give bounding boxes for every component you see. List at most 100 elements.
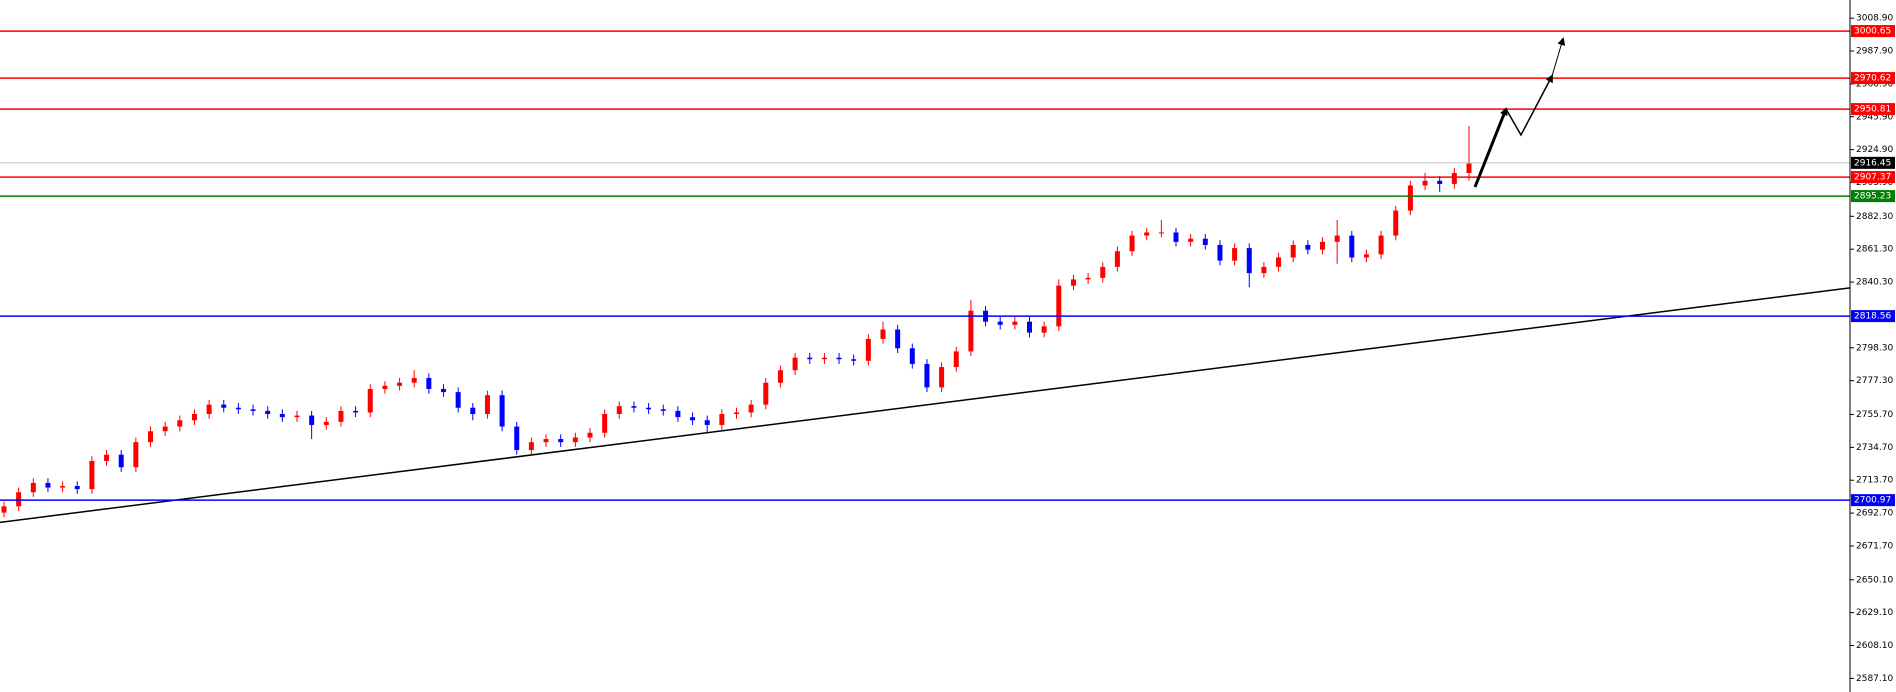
candle-body	[748, 404, 754, 413]
candle-body	[1114, 251, 1120, 267]
arrow	[1473, 107, 1508, 188]
price-label-box	[1851, 310, 1895, 323]
price-label: 2895.23	[1854, 192, 1891, 202]
candle-body	[514, 426, 520, 451]
y-tick-label: 2840.30	[1856, 278, 1893, 288]
projection-arrows	[1473, 37, 1566, 188]
candle-body	[1056, 285, 1062, 327]
y-tick-label: 2777.30	[1856, 376, 1893, 386]
candle-body	[441, 388, 446, 393]
candle-body	[470, 407, 476, 415]
y-tick-label: 2966.90	[1856, 79, 1893, 89]
candle-body	[1378, 235, 1384, 255]
y-tick-label: 2713.70	[1856, 476, 1893, 486]
candle-body	[675, 410, 681, 418]
candle-body	[16, 492, 22, 507]
candle-body	[148, 431, 153, 443]
candle-body	[528, 442, 534, 451]
trend-line	[0, 287, 1851, 524]
candle-body	[367, 388, 373, 413]
candle-body	[851, 359, 857, 361]
candle-body	[1451, 172, 1457, 184]
candle-body	[1290, 244, 1296, 258]
plot: 3008.902987.902966.902945.902924.902903.…	[0, 14, 1895, 684]
candle-body	[1422, 180, 1428, 186]
price-label-box	[1851, 171, 1895, 184]
candle-body	[719, 414, 725, 425]
candle-body	[631, 406, 637, 408]
candle-body	[572, 437, 578, 443]
candle-body	[968, 310, 974, 352]
candle-body	[1027, 321, 1032, 333]
candle-body	[602, 414, 608, 433]
candle-body	[1188, 238, 1194, 242]
candle-body	[909, 348, 915, 364]
candle-body	[323, 421, 329, 425]
candle-body	[939, 367, 945, 388]
candle-body	[1393, 210, 1399, 236]
candle-body	[30, 482, 36, 493]
price-label: 2916.45	[1854, 158, 1891, 168]
y-tick-label: 2692.70	[1856, 509, 1893, 519]
candle-body	[1202, 238, 1208, 245]
candle-body	[250, 409, 256, 411]
candle-body	[1334, 235, 1340, 242]
candle-body	[1, 506, 7, 513]
price-label: 2818.56	[1854, 312, 1891, 322]
candle-body	[690, 417, 696, 421]
candle-body	[279, 414, 285, 418]
candle-body	[1100, 266, 1106, 278]
y-tick-label: 2882.30	[1856, 212, 1893, 222]
y-tick-label: 2650.10	[1856, 575, 1893, 585]
candle-body	[616, 406, 622, 415]
candle-body	[1085, 277, 1091, 280]
candle-body	[397, 382, 403, 386]
candle-body	[309, 415, 315, 425]
candle-body	[1466, 163, 1472, 173]
candle-body	[45, 482, 51, 488]
arrow	[1505, 74, 1553, 137]
y-tick-label: 2755.70	[1856, 410, 1893, 420]
candle-body	[587, 432, 593, 438]
candle-body	[426, 378, 432, 389]
candle-body	[895, 329, 901, 349]
price-label-box	[1851, 25, 1895, 38]
candle-body	[1217, 244, 1223, 261]
candle-body	[191, 414, 197, 421]
candle-body	[997, 321, 1003, 325]
candle-body	[924, 363, 930, 388]
candle-body	[704, 420, 710, 425]
candle-body	[1144, 232, 1150, 236]
candle-body	[499, 395, 505, 427]
price-label-box	[1851, 190, 1895, 203]
y-tick-label: 2924.90	[1856, 145, 1893, 155]
candle-body	[865, 338, 871, 361]
candle-body	[484, 395, 490, 415]
candle-body	[836, 357, 842, 360]
price-label: 2700.97	[1854, 496, 1891, 506]
price-label: 2907.37	[1854, 173, 1891, 183]
candle-body	[60, 486, 66, 488]
price-label-box	[1851, 103, 1895, 116]
candle-body	[1173, 232, 1179, 242]
candle-body	[1276, 257, 1282, 267]
candle-body	[646, 407, 652, 410]
y-tick-label: 2671.70	[1856, 541, 1893, 551]
candle-body	[1158, 232, 1164, 234]
y-tick-label: 2734.70	[1856, 443, 1893, 453]
candle-body	[104, 454, 110, 461]
candle-body	[235, 407, 241, 410]
candle-body	[1041, 326, 1047, 333]
y-tick-label: 2608.10	[1856, 641, 1893, 651]
candle-body	[455, 392, 461, 408]
candle-body	[558, 439, 564, 443]
candle-body	[1437, 180, 1443, 184]
candle-body	[265, 410, 271, 415]
candle-body	[411, 378, 417, 383]
y-tick-label: 2587.10	[1856, 674, 1893, 684]
candle-body	[162, 426, 168, 432]
candle-body	[763, 382, 769, 405]
